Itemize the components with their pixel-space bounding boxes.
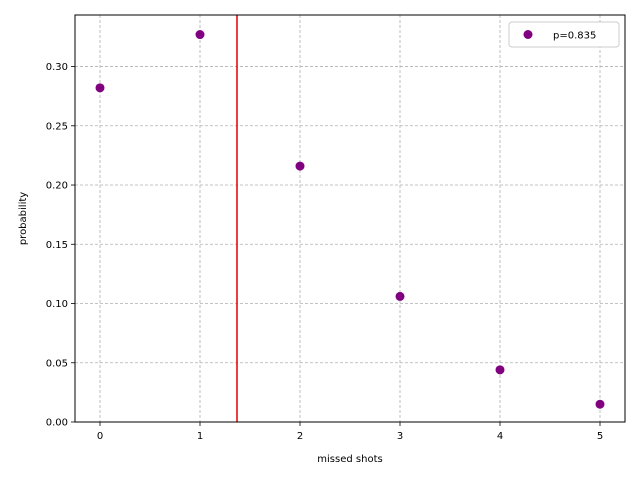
y-tick-label: 0.00 <box>46 418 68 429</box>
legend-box <box>508 21 620 48</box>
legend-label: p=0.835 <box>553 31 596 42</box>
y-tick-label: 0.20 <box>46 181 68 192</box>
x-tick-label: 3 <box>397 431 403 442</box>
legend-marker <box>523 30 533 39</box>
x-axis-label: missed shots <box>317 454 382 465</box>
x-tick-label: 4 <box>497 431 503 442</box>
plot-area-frame <box>74 14 626 423</box>
y-tick-label: 0.25 <box>46 121 68 132</box>
data-point <box>395 291 405 301</box>
data-points <box>95 30 605 409</box>
data-point <box>595 399 605 409</box>
y-axis: 0.00 0.05 0.10 0.15 0.20 0.25 0.30 <box>46 62 75 429</box>
x-tick-label: 5 <box>597 431 603 442</box>
legend: p=0.835 <box>508 21 620 48</box>
y-tick-label: 0.30 <box>46 62 68 73</box>
x-axis: 0 1 2 3 4 5 <box>97 422 603 442</box>
data-point <box>495 365 505 375</box>
data-point <box>195 30 205 40</box>
data-point <box>295 161 305 171</box>
data-point <box>95 83 105 93</box>
y-tick-label: 0.15 <box>46 240 68 251</box>
x-tick-label: 2 <box>297 431 303 442</box>
x-tick-label: 1 <box>197 431 203 442</box>
y-axis-label: probability <box>18 192 29 245</box>
y-tick-label: 0.05 <box>46 358 68 369</box>
x-tick-label: 0 <box>97 431 103 442</box>
y-tick-label: 0.10 <box>46 299 68 310</box>
